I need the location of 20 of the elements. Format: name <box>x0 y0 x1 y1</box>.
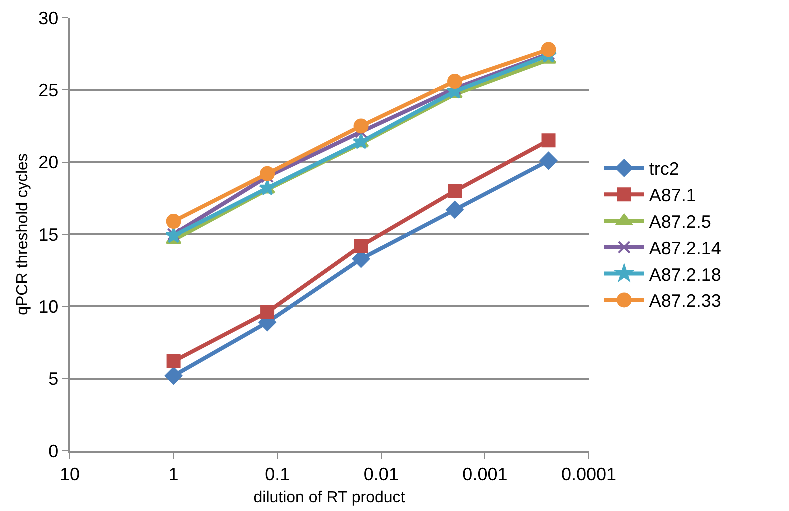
y-tick-label: 10 <box>38 296 59 317</box>
legend-label: A87.2.5 <box>649 212 712 232</box>
y-tick-label: 5 <box>48 369 59 390</box>
x-tick-label: 0.001 <box>462 464 508 484</box>
x-tick-label: 0.1 <box>265 464 290 484</box>
x-axis-title: dilution of RT product <box>254 490 406 507</box>
legend-label: A87.2.33 <box>649 291 722 312</box>
legend-label: A87.2.14 <box>649 238 722 258</box>
legend-label: trc2 <box>649 159 680 180</box>
legend-label: A87.2.18 <box>649 264 722 285</box>
y-tick-label: 0 <box>48 441 59 462</box>
y-tick-label: 20 <box>38 152 59 173</box>
x-tick-label: 1 <box>168 464 179 484</box>
x-tick-label: 0.01 <box>364 464 399 484</box>
y-tick-label: 25 <box>38 80 59 100</box>
x-tick-label: 0.0001 <box>561 464 617 484</box>
y-tick-label: 15 <box>38 224 59 245</box>
legend-label: A87.1 <box>649 186 696 206</box>
y-tick-label: 30 <box>38 8 59 28</box>
y-axis-title: qPCR threshold cycles <box>14 154 32 316</box>
